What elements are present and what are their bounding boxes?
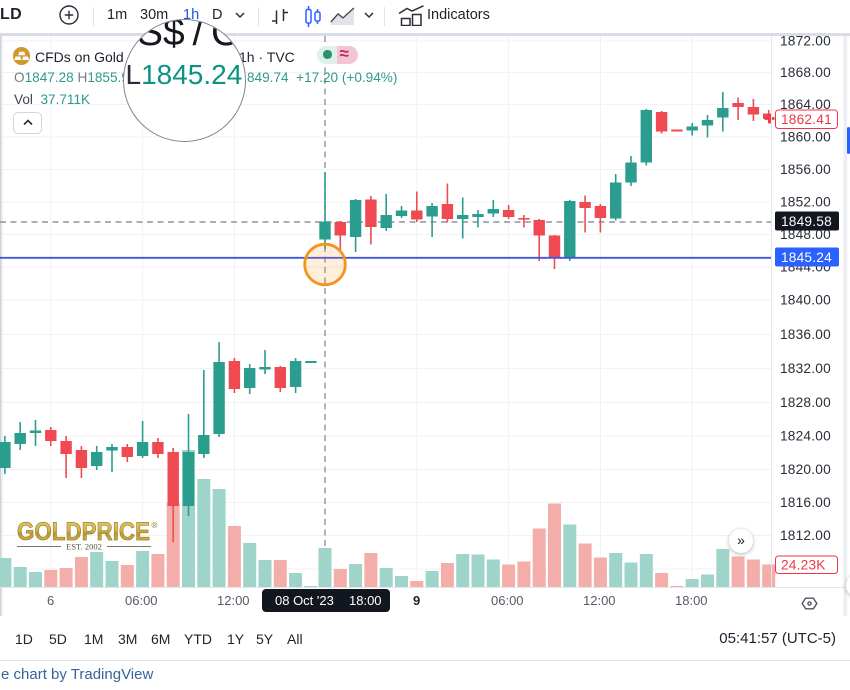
svg-text:1824.00: 1824.00 <box>780 429 831 444</box>
svg-text:1832.00: 1832.00 <box>780 361 831 376</box>
svg-text:1845.24: 1845.24 <box>781 250 832 265</box>
svg-text:1862.41: 1862.41 <box>781 112 832 127</box>
svg-text:1864.00: 1864.00 <box>780 97 831 112</box>
svg-text:1856.00: 1856.00 <box>780 162 831 177</box>
svg-text:1820.00: 1820.00 <box>780 462 831 477</box>
svg-text:1860.00: 1860.00 <box>780 130 831 145</box>
svg-text:1868.00: 1868.00 <box>780 65 831 80</box>
svg-text:1840.00: 1840.00 <box>780 293 831 308</box>
svg-text:1849.58: 1849.58 <box>781 214 832 229</box>
svg-text:1816.00: 1816.00 <box>780 495 831 510</box>
svg-text:1828.00: 1828.00 <box>780 395 831 410</box>
svg-text:24.23K: 24.23K <box>781 557 826 572</box>
svg-text:1836.00: 1836.00 <box>780 327 831 342</box>
svg-text:®: ® <box>152 521 158 530</box>
svg-text:1852.00: 1852.00 <box>780 195 831 210</box>
svg-text:EST. 2002: EST. 2002 <box>66 542 102 552</box>
svg-text:1812.00: 1812.00 <box>780 528 831 543</box>
svg-text:GOLDPRICE: GOLDPRICE <box>17 518 150 546</box>
svg-text:1848.00: 1848.00 <box>780 227 831 242</box>
svg-text:1872.00: 1872.00 <box>780 34 831 49</box>
